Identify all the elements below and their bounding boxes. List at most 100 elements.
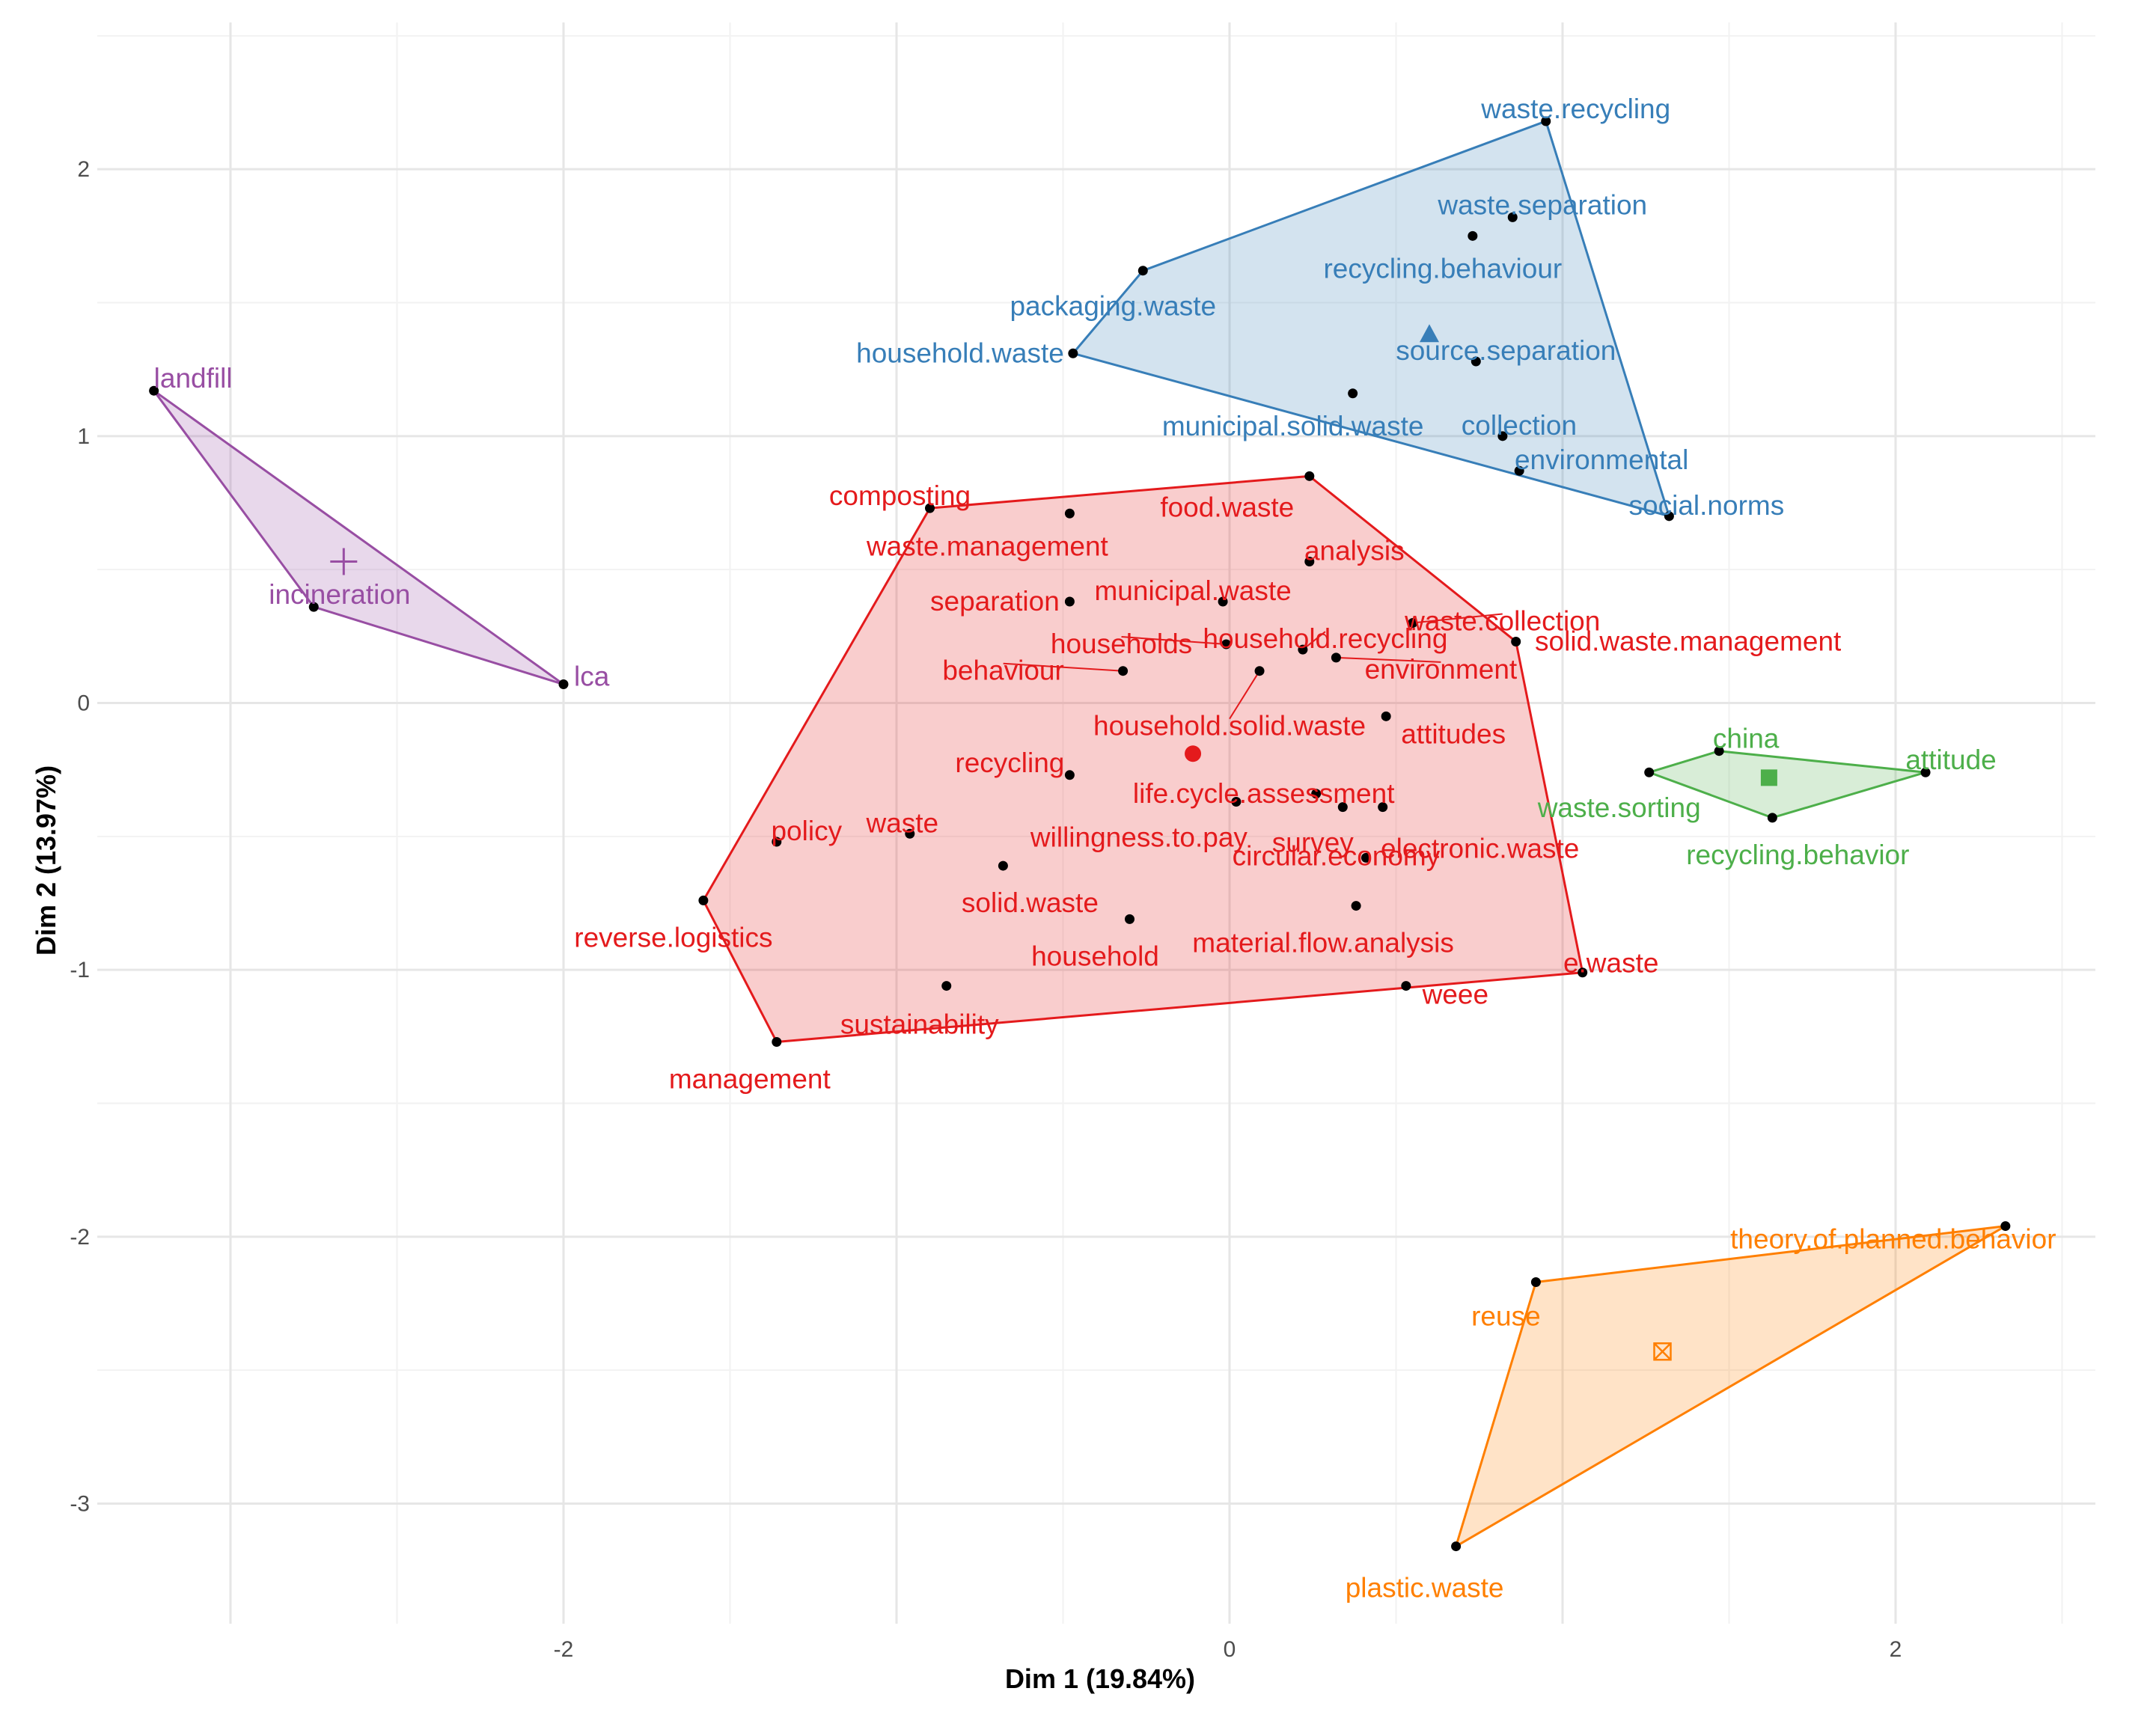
point-recycling-behavior <box>1767 813 1777 823</box>
label-waste-management: waste.management <box>866 531 1109 561</box>
point-waste-recycling <box>1541 116 1551 126</box>
y-tick-label: -3 <box>70 1492 90 1517</box>
point-plastic-waste <box>1451 1541 1462 1552</box>
label-landfill: landfill <box>154 363 233 394</box>
label-environment: environment <box>1365 654 1518 685</box>
point-e-waste <box>1578 967 1588 978</box>
point-waste-management <box>1064 508 1075 519</box>
label-behaviour: behaviour <box>942 655 1064 686</box>
label-recycling-behaviour: recycling.behaviour <box>1323 253 1562 284</box>
x-tick-label: -2 <box>554 1637 574 1662</box>
point-theory-of-planned-behavior <box>2000 1221 2011 1232</box>
point-labels: landfill incineration lca waste.recycling wa… <box>154 94 2056 1603</box>
y-axis-title: Dim 2 (13.97%) <box>31 765 61 956</box>
point-waste-collection <box>1408 618 1418 628</box>
label-waste: waste <box>865 807 938 838</box>
point-analysis <box>1304 556 1315 566</box>
point-household-waste <box>1068 348 1078 358</box>
label-theory-of-planned-behavior: theory.of.planned.behavior <box>1730 1224 2056 1255</box>
label-waste-recycling: waste.recycling <box>1480 94 1670 124</box>
label-packaging-waste: packaging.waste <box>1010 291 1216 322</box>
cluster-2-centroid <box>1420 324 1439 343</box>
point-composting <box>925 503 935 513</box>
label-connectors <box>1003 613 1503 720</box>
label-social-norms: social.norms <box>1629 490 1785 521</box>
point-policy <box>772 837 782 847</box>
point-food-waste <box>1304 471 1315 481</box>
label-circular-economy: circular.economy <box>1233 840 1441 871</box>
point-source-separation <box>1471 356 1481 367</box>
point-recycling-behaviour <box>1468 230 1478 241</box>
point-circular-economy <box>1361 852 1371 863</box>
point-lca <box>558 679 569 690</box>
point-environmental <box>1514 465 1524 476</box>
point-landfill <box>149 385 159 396</box>
y-tick-label: 1 <box>77 424 90 449</box>
label-lca: lca <box>574 661 610 692</box>
point-electronic-waste <box>1378 802 1388 813</box>
label-recycling: recycling <box>955 748 1064 778</box>
label-municipal-waste: municipal.waste <box>1094 575 1291 606</box>
label-attitude: attitude <box>1905 745 1996 775</box>
point-collection <box>1497 431 1508 441</box>
label-management: management <box>669 1063 831 1094</box>
label-china: china <box>1713 724 1780 754</box>
label-analysis: analysis <box>1304 535 1405 566</box>
label-reverse-logistics: reverse.logistics <box>574 922 772 953</box>
x-tick-label: 2 <box>1890 1637 1902 1662</box>
label-attitudes: attitudes <box>1401 718 1506 749</box>
label-plastic-waste: plastic.waste <box>1346 1573 1504 1603</box>
label-sustainability: sustainability <box>840 1009 999 1040</box>
connector-household-solid-waste <box>1229 670 1260 720</box>
point-incineration <box>308 602 319 612</box>
label-household-recycling: household.recycling <box>1203 623 1447 654</box>
label-survey: survey <box>1272 828 1354 858</box>
point-reuse <box>1530 1277 1541 1287</box>
label-separation: separation <box>930 586 1060 617</box>
point-recycling <box>1064 770 1075 780</box>
label-weee: weee <box>1422 979 1488 1010</box>
label-electronic-waste: electronic.waste <box>1381 834 1579 864</box>
point-municipal-solid-waste <box>1348 388 1358 399</box>
cluster-5-centroid <box>1653 1342 1672 1361</box>
point-packaging-waste <box>1137 266 1148 276</box>
point-waste <box>905 828 915 839</box>
point-solid-waste <box>998 860 1008 871</box>
cluster-1-hull <box>153 389 565 686</box>
y-tick-label: -2 <box>70 1225 90 1250</box>
label-municipal-solid-waste: municipal.solid.waste <box>1162 411 1424 441</box>
point-household-solid-waste <box>1254 666 1265 676</box>
cluster-hulls <box>153 120 2007 1548</box>
label-food-waste: food.waste <box>1160 492 1294 522</box>
label-material-flow-analysis: material.flow.analysis <box>1192 928 1454 959</box>
point-attitude <box>1920 767 1931 777</box>
label-reuse: reuse <box>1471 1300 1541 1331</box>
point-reverse-logistics <box>698 895 709 905</box>
point-separation <box>1064 596 1075 607</box>
grid <box>97 22 2095 1624</box>
point-municipal-waste <box>1218 596 1228 607</box>
label-policy: policy <box>771 816 842 846</box>
cluster-3-centroid <box>1185 745 1202 762</box>
point-behaviour <box>1118 666 1129 676</box>
label-source-separation: source.separation <box>1396 335 1616 366</box>
label-waste-sorting: waste.sorting <box>1537 792 1701 823</box>
label-household-solid-waste: household.solid.waste <box>1093 711 1366 742</box>
point-willingness-to-pay <box>1231 796 1242 807</box>
connector-households <box>1121 636 1227 646</box>
label-life-cycle-assessment: life.cycle.assessment <box>1133 778 1395 809</box>
point-waste-separation <box>1507 212 1518 222</box>
cluster-4-centroid <box>1760 769 1777 786</box>
point-weee <box>1401 981 1411 991</box>
y-tick-label: 2 <box>77 157 90 182</box>
label-incineration: incineration <box>269 579 410 610</box>
point-management <box>772 1036 782 1047</box>
label-households: households <box>1051 629 1192 659</box>
point-material-flow-analysis <box>1351 901 1361 911</box>
point-china <box>1714 746 1724 756</box>
connector-waste-collection <box>1412 613 1503 624</box>
connector-environment <box>1336 656 1441 663</box>
point-sustainability <box>941 981 952 991</box>
label-composting: composting <box>829 480 971 511</box>
